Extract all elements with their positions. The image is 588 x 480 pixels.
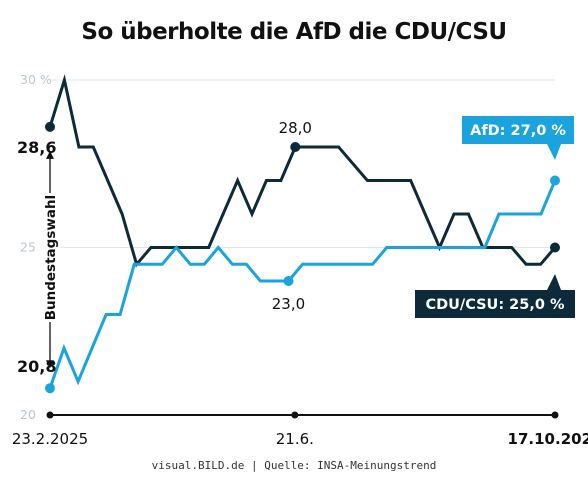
end-badge-pointer <box>547 274 561 290</box>
series-lines <box>48 74 560 389</box>
end-badge-pointer <box>547 144 561 160</box>
y-tick-label: 25 <box>20 240 36 255</box>
value-point <box>45 121 55 132</box>
value-labels: 28,6 20,8 28,0 23,0 <box>17 119 312 394</box>
y-axis-ticks: 30 % 25 20 <box>20 72 52 422</box>
x-tick-label: 17.10.2025 <box>508 430 588 448</box>
series-line-cducsu <box>48 74 557 268</box>
value-label: 28,6 <box>17 138 56 157</box>
end-badge-label: AfD: 27,0 % <box>470 123 566 139</box>
x-tick-label: 23.2.2025 <box>12 430 88 448</box>
value-label: 28,0 <box>279 119 312 137</box>
end-badge-box <box>462 116 574 144</box>
x-axis: 23.2.2025 21.6. 17.10.2025 <box>12 411 588 448</box>
end-badge-label: CDU/CSU: 25,0 % <box>425 297 565 313</box>
value-label: 20,8 <box>17 357 56 376</box>
x-tick-dot <box>551 411 559 419</box>
election-marker-arrow-up <box>46 150 54 159</box>
y-tick-label: 30 % <box>20 72 52 87</box>
chart-title: So überholte die AfD die CDU/CSU <box>81 19 506 45</box>
x-tick-dot <box>291 411 299 419</box>
end-badge-box <box>415 290 575 318</box>
value-point <box>45 383 55 394</box>
election-marker-label: Bundestagswahl <box>43 195 59 320</box>
value-point <box>283 276 294 286</box>
x-tick-dot <box>46 411 54 419</box>
value-label: 23,0 <box>272 295 305 313</box>
election-marker: Bundestagswahl <box>40 150 62 369</box>
end-badges: CDU/CSU: 25,0 % AfD: 27,0 % <box>415 116 575 318</box>
x-tick-label: 21.6. <box>276 430 314 448</box>
end-dot-cducsu <box>550 242 560 253</box>
value-point <box>290 142 301 152</box>
election-marker-arrow-down <box>46 360 54 369</box>
y-tick-label: 20 <box>20 407 36 422</box>
source-note: visual.BILD.de | Quelle: INSA-Meinungstr… <box>152 459 437 472</box>
end-dot-afd <box>550 175 560 186</box>
series-line-afd <box>48 179 557 389</box>
